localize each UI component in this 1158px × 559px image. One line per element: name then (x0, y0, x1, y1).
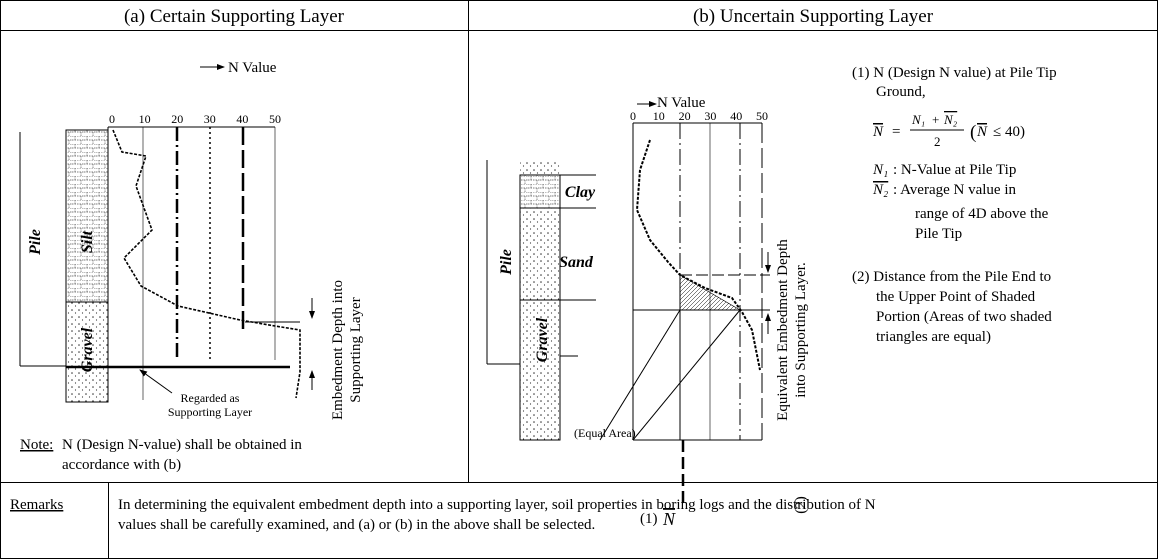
panel-b-drawing: N Value Pile Clay Sand Gravel (Equal Are… (487, 95, 809, 529)
panel-b-notes: (1) N (Design N value) at Pile Tip Groun… (852, 65, 1057, 345)
note-text: (2) Distance from the Pile End to (852, 269, 1051, 285)
annotation: (Equal Area) (574, 426, 636, 440)
depth-label: Equivalent Embedment Depth (775, 239, 791, 421)
layer-label: Sand (559, 254, 594, 271)
axis-label: N Value (228, 60, 277, 76)
tick-label: 40 (730, 109, 742, 123)
definition-text: Pile Tip (915, 226, 962, 242)
formula: ( (970, 122, 976, 143)
formula: + (932, 112, 939, 127)
remarks-text: In determining the equivalent embedment … (118, 497, 876, 513)
note-label: Note: (20, 437, 53, 453)
layer-label: Gravel (79, 327, 96, 372)
definition-symbol: N₂ (872, 182, 888, 198)
tick-label: 50 (756, 109, 768, 123)
marker: (1) (640, 511, 658, 527)
layer-label: Pile (27, 229, 44, 256)
definition-text: : Average N value in (893, 182, 1017, 198)
figure: (a) Certain Supporting Layer (b) Uncerta… (0, 0, 1158, 559)
layer-label: Silt (79, 230, 96, 253)
note-text: the Upper Point of Shaded (876, 289, 1036, 305)
layer-label: Clay (565, 184, 596, 201)
panel-a-drawing: N Value Pile Silt Gravel Regarded as Sup… (20, 60, 364, 473)
annotation: Supporting Layer (168, 405, 252, 419)
depth-label: into Supporting Layer. (793, 262, 809, 397)
header-a: (a) Certain Supporting Layer (124, 6, 345, 27)
tick-label: 30 (204, 112, 216, 126)
tick-label: 50 (269, 112, 281, 126)
note-text: Portion (Areas of two shaded (876, 309, 1052, 325)
formula: ≤ 40) (993, 124, 1025, 140)
formula: N (976, 124, 988, 140)
depth-label: Supporting Layer (348, 297, 364, 402)
tick-label: 10 (653, 109, 665, 123)
note-text: (1) N (Design N value) at Pile Tip (852, 65, 1057, 81)
note-text: accordance with (b) (62, 457, 181, 473)
formula: N₁ (911, 112, 925, 127)
note-text: N (Design N-value) shall be obtained in (62, 437, 302, 453)
tick-label: 40 (236, 112, 248, 126)
layer-label: Pile (498, 249, 515, 276)
note-text: Ground, (876, 84, 926, 100)
tick-label: 20 (171, 112, 183, 126)
remarks-label: Remarks (10, 497, 63, 513)
definition-text: range of 4D above the (915, 206, 1049, 222)
formula: N (872, 124, 884, 140)
formula: = (892, 124, 900, 140)
tick-label: 30 (704, 109, 716, 123)
formula: N₂ (943, 112, 958, 127)
formula: 2 (934, 134, 941, 149)
layer-label: Gravel (534, 317, 551, 362)
tick-label: 20 (679, 109, 691, 123)
tick-label: 0 (109, 112, 115, 126)
note-text: triangles are equal) (876, 329, 991, 345)
depth-label: Embedment Depth into (330, 280, 346, 420)
remarks-text: values shall be carefully examined, and … (118, 517, 595, 533)
definition-symbol: N₁ (872, 162, 888, 178)
definition-text: : N-Value at Pile Tip (893, 162, 1016, 178)
tick-label: 0 (630, 109, 636, 123)
header-b: (b) Uncertain Supporting Layer (693, 6, 934, 27)
annotation: Regarded as (181, 391, 240, 405)
tick-label: 10 (139, 112, 151, 126)
